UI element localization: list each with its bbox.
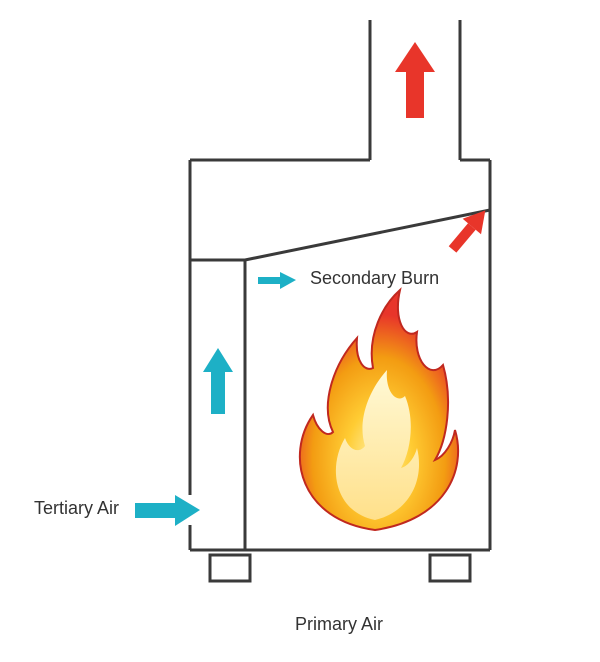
secondary-burn-arrow [258,272,296,289]
tertiary-air-label: Tertiary Air [34,498,119,519]
leg-right [430,555,470,581]
tertiary-air-arrow [135,495,200,526]
channel-up-arrow [203,348,233,414]
primary-air-label: Primary Air [295,614,383,635]
leg-left [210,555,250,581]
secondary-burn-label: Secondary Burn [310,268,439,289]
flame-icon [300,290,458,530]
baffle [245,210,490,260]
stove-diagram: Tertiary Air Secondary Burn Primary Air [0,0,600,657]
exhaust-arrow [395,42,435,118]
